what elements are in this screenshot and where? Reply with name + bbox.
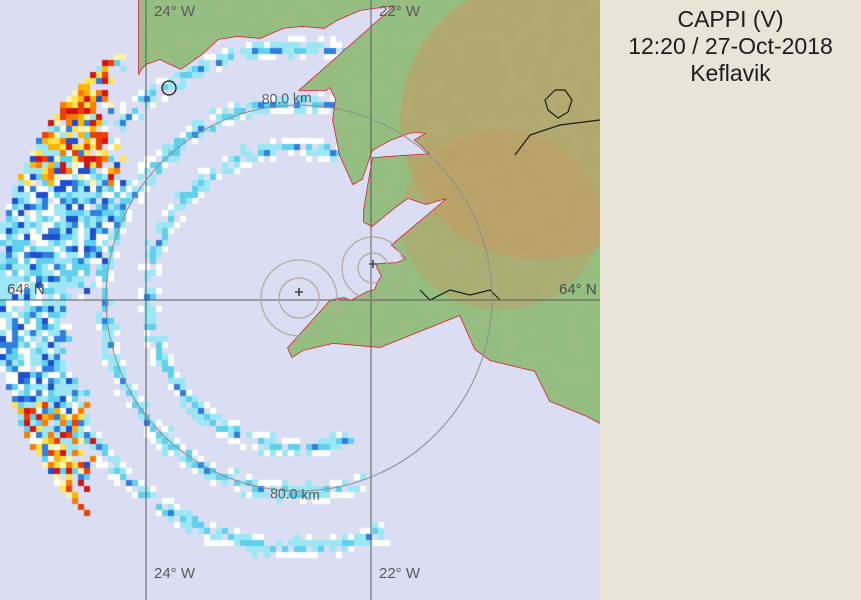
svg-text:24° W: 24° W	[154, 565, 196, 582]
svg-text:22° W: 22° W	[379, 3, 421, 20]
svg-text:80.0 km: 80.0 km	[270, 485, 320, 503]
svg-text:64° N: 64° N	[7, 281, 45, 298]
svg-text:22° W: 22° W	[379, 565, 421, 582]
svg-text:24° W: 24° W	[154, 3, 196, 20]
svg-text:80.0 km: 80.0 km	[262, 89, 312, 107]
svg-text:64° N: 64° N	[559, 281, 597, 298]
